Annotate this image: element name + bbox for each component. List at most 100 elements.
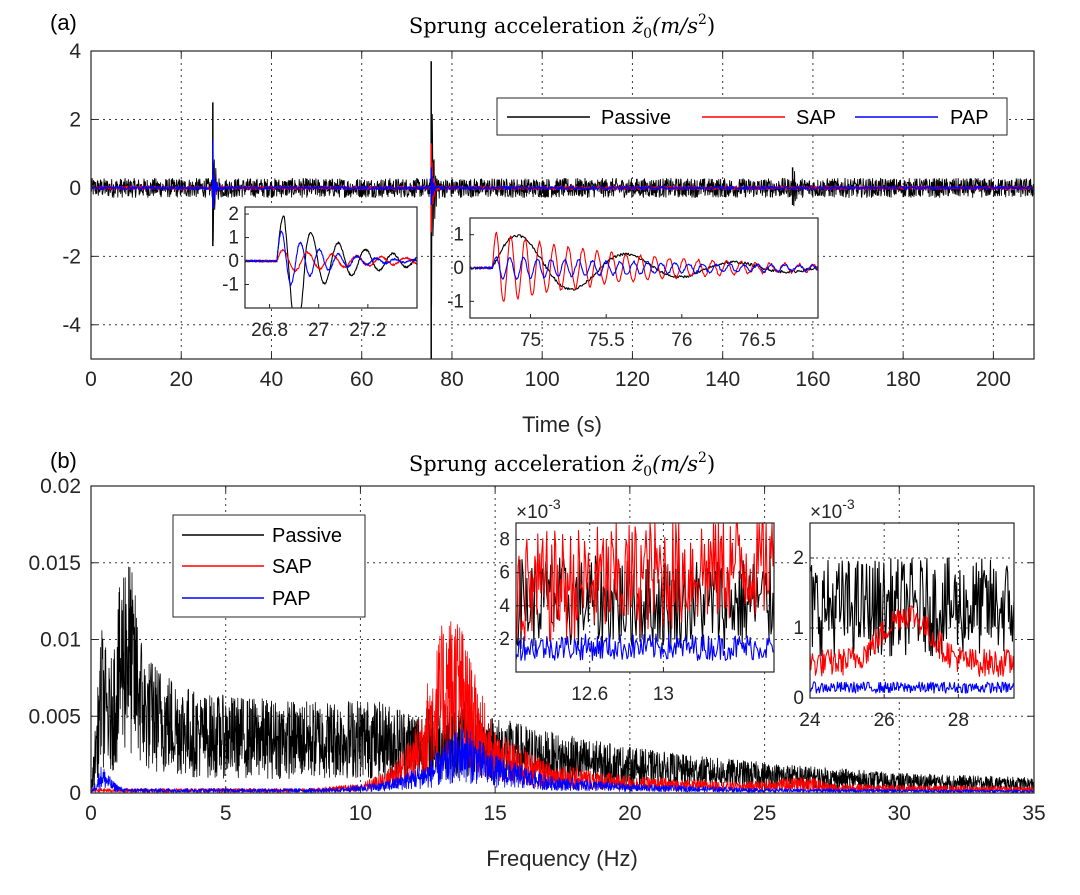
panel-a-ytick-label: 0: [69, 177, 81, 200]
panel-b-xtick-label: 20: [618, 802, 641, 825]
panel-b-ytick-label: 0.02: [40, 475, 81, 498]
inset-b1-ytick-label: 2: [499, 629, 510, 650]
panel-b-label: (b): [50, 448, 77, 473]
inset-b2-exponent: ×10-3: [810, 496, 855, 523]
inset-a1-area: [245, 207, 417, 308]
panel-b-ytick-label: 0.015: [28, 552, 81, 575]
panel-a-xtick-label: 40: [260, 368, 283, 391]
inset-b1: 12.6 13 8 6 4 2 ×10-3: [499, 496, 775, 705]
inset-b2-series: [809, 557, 1015, 694]
inset-a2-ytick-label: 0: [453, 258, 464, 279]
panel-a-ytick-label: 2: [69, 108, 81, 131]
panel-b-xtick-label: 35: [1022, 802, 1045, 825]
inset-b2-ticks: 24 26 28 2 1 0: [793, 523, 1014, 731]
panel-b: (b) Sprung acceleration z̈0(m/s2) 0 5 10 15…: [28, 448, 1045, 871]
panel-a-line-pap: [90, 171, 1035, 209]
inset-b1-xtick-label: 13: [653, 684, 674, 705]
panel-a-xtick-label: 0: [85, 368, 97, 391]
inset-a2-xtick-label: 75.5: [588, 330, 625, 351]
inset-a2-ytick-label: 1: [453, 225, 464, 246]
panel-a-series: [90, 61, 1035, 359]
panel-b-xtick-label: 30: [888, 802, 911, 825]
panel-a-xtick-label: 160: [795, 368, 830, 391]
panel-b-line-pap: [90, 728, 1035, 794]
inset-a1-ytick-label: 0: [228, 251, 239, 272]
inset-b2-xtick-label: 28: [948, 710, 969, 731]
legend-b-pap-label: PAP: [272, 588, 311, 610]
inset-b1-ytick-label: 6: [499, 563, 510, 584]
panel-b-ytick-label: 0.01: [40, 629, 81, 652]
inset-a1-ytick-label: 2: [228, 204, 239, 225]
inset-a2-xtick-label: 76: [671, 330, 692, 351]
inset-a2-xtick-label: 75: [520, 330, 541, 351]
inset-a1-series: [244, 215, 418, 309]
inset-a1-ytick-label: -1: [222, 275, 239, 296]
panel-b-xtick-label: 25: [753, 802, 776, 825]
inset-a1-xtick-label: 26.8: [251, 320, 288, 341]
legend-a-sap-label: SAP: [796, 107, 836, 129]
panel-b-xtick-label: 10: [349, 802, 372, 825]
inset-b1-ticks: 12.6 13 8 6 4 2: [499, 523, 774, 705]
inset-b1-line-sap: [515, 522, 775, 643]
inset-a2-series: [469, 231, 819, 302]
panel-a-xtick-label: 200: [976, 368, 1011, 391]
inset-b2-ytick-label: 2: [793, 548, 804, 569]
inset-a1-xtick-label: 27.2: [349, 320, 386, 341]
panel-a-ytick-label: 4: [69, 40, 81, 63]
inset-a1: 26.8 27 27.2 2 10 -1: [222, 204, 418, 341]
inset-a1-line-pap: [244, 230, 418, 286]
panel-a-xtick-label: 80: [440, 368, 463, 391]
inset-a2-xtick-label: 76.5: [739, 330, 776, 351]
panel-a-frame: [90, 50, 1035, 360]
panel-a-xtick-label: 100: [525, 368, 560, 391]
panel-b-title: Sprung acceleration z̈0(m/s2): [409, 450, 715, 480]
inset-b2-line-passive: [809, 557, 1015, 657]
panel-a-legend: Passive SAP PAP: [496, 97, 1008, 136]
panel-a-ytick-label: -4: [62, 314, 81, 337]
panel-b-legend: Passive SAP PAP: [172, 514, 366, 618]
legend-a-pap-label: PAP: [950, 107, 989, 129]
panel-a-xtick-label: 140: [705, 368, 740, 391]
panel-b-xtick-label: 15: [483, 802, 506, 825]
inset-a2: 75 75.5 76 76.5 1 0 -1: [447, 217, 819, 351]
inset-b1-exponent: ×10-3: [516, 496, 561, 523]
panel-b-xtick-label: 5: [220, 802, 232, 825]
panel-b-ytick-label: 0.005: [28, 705, 81, 728]
inset-b1-series: [515, 522, 775, 661]
panel-b-xtick-label: 0: [85, 802, 97, 825]
panel-a-title: Sprung acceleration z̈0(m/s2): [409, 12, 715, 42]
inset-b2: 24 26 28 2 1 0 ×10-3: [793, 496, 1015, 731]
inset-a1-frame: [244, 206, 418, 309]
inset-a2-line-pap: [469, 256, 819, 280]
inset-b2-ytick-label: 0: [793, 688, 804, 709]
inset-b2-xtick-label: 26: [874, 710, 895, 731]
inset-a1-ticks: 26.8 27 27.2 2 10 -1: [222, 204, 386, 341]
panel-a-xtick-label: 20: [170, 368, 193, 391]
legend-b-passive-label: Passive: [272, 525, 342, 547]
legend-b-sap-label: SAP: [272, 556, 312, 578]
inset-b1-frame: [515, 522, 775, 673]
panel-a-xtick-label: 120: [615, 368, 650, 391]
panel-a-ytick-label: -2: [62, 245, 81, 268]
inset-b1-ytick-label: 8: [499, 530, 510, 551]
panel-b-line-passive: [90, 566, 1035, 794]
legend-a-passive-label: Passive: [601, 107, 671, 129]
panel-a-xlabel: Time (s): [522, 412, 602, 437]
panel-b-series: [90, 566, 1035, 794]
panel-a: (a) Sprung acceleration z̈0(m/s2) 0 20 40 6…: [50, 10, 1035, 437]
inset-a1-ytick-label: 1: [228, 228, 239, 249]
panel-b-ytick-label: 0: [69, 782, 81, 805]
panel-b-xlabel: Frequency (Hz): [486, 846, 638, 871]
inset-b1-ytick-label: 4: [499, 596, 510, 617]
inset-b2-xtick-label: 24: [799, 710, 821, 731]
panel-a-xtick-label: 180: [886, 368, 921, 391]
panel-a-xtick-label: 60: [350, 368, 373, 391]
inset-b2-line-pap: [809, 681, 1015, 694]
inset-a2-ticks: 75 75.5 76 76.5 1 0 -1: [447, 225, 776, 351]
panel-a-label: (a): [50, 10, 77, 35]
inset-b1-xtick-label: 12.6: [571, 684, 608, 705]
inset-b1-line-pap: [515, 633, 775, 661]
